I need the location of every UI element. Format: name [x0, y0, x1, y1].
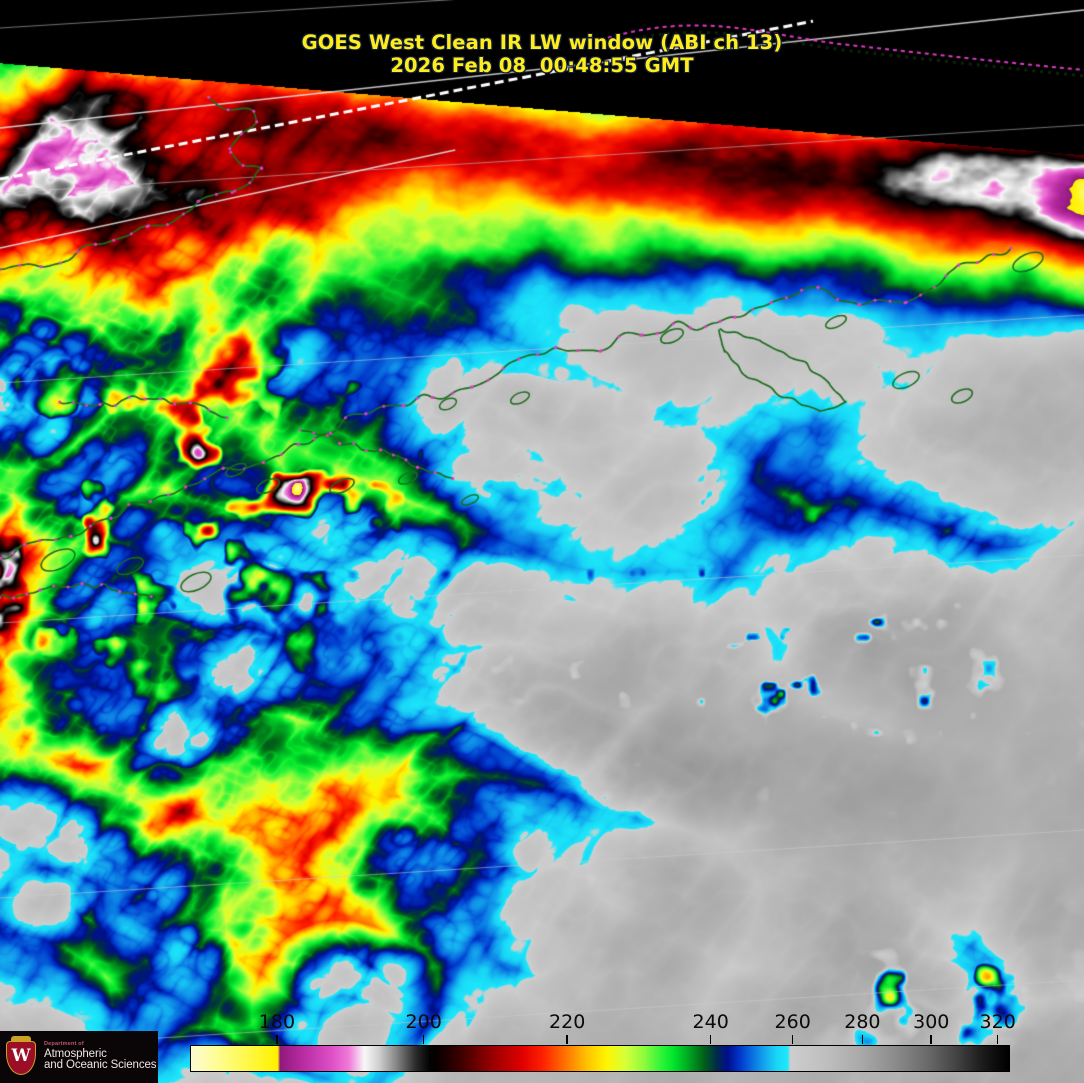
colorbar-tick-mark-180 [276, 1035, 278, 1044]
crest-crown-icon [11, 1036, 31, 1043]
colorbar-gradient [190, 1045, 1010, 1072]
colorbar-tick-label-180: 180 [258, 1011, 296, 1033]
crest-shield-icon: W [6, 1041, 36, 1075]
colorbar-tick-mark-260 [791, 1035, 794, 1044]
uw-crest-icon: W [3, 1034, 39, 1080]
colorbar-legend: 180 200 220 240 260 280 300 320 [0, 1011, 1084, 1083]
logo-department-label: Department of [44, 1040, 84, 1047]
uw-logo-text: Department of Atmospheric and Oceanic Sc… [44, 1040, 158, 1072]
colorbar-tick-mark-200 [422, 1035, 425, 1044]
logo-line-2: and Oceanic Sciences [44, 1059, 157, 1072]
colorbar-tick-mark-320 [996, 1035, 999, 1044]
crest-letter-w: W [11, 1046, 31, 1066]
colorbar-tick-label-240: 240 [692, 1011, 729, 1033]
colorbar-tick-mark-220 [566, 1035, 568, 1044]
colorbar-tick-label-200: 200 [405, 1011, 442, 1033]
colorbar-tick-label-220: 220 [549, 1011, 586, 1033]
colorbar-tick-mark-300 [930, 1035, 933, 1044]
colorbar-tick-label-260: 260 [774, 1011, 811, 1033]
uw-aos-logo: W Department of Atmospheric and Oceanic … [0, 1031, 158, 1083]
colorbar-tick-mark-280 [861, 1035, 864, 1044]
colorbar-tick-labels: 180 200 220 240 260 280 300 320 [0, 1011, 1084, 1044]
logo-line-1: Atmospheric [44, 1047, 107, 1060]
colorbar-tick-mark-240 [709, 1035, 712, 1044]
colorbar-tick-label-280: 280 [844, 1011, 881, 1033]
colorbar-tick-label-300: 300 [913, 1011, 950, 1033]
colorbar-tick-label-320: 320 [979, 1011, 1016, 1033]
